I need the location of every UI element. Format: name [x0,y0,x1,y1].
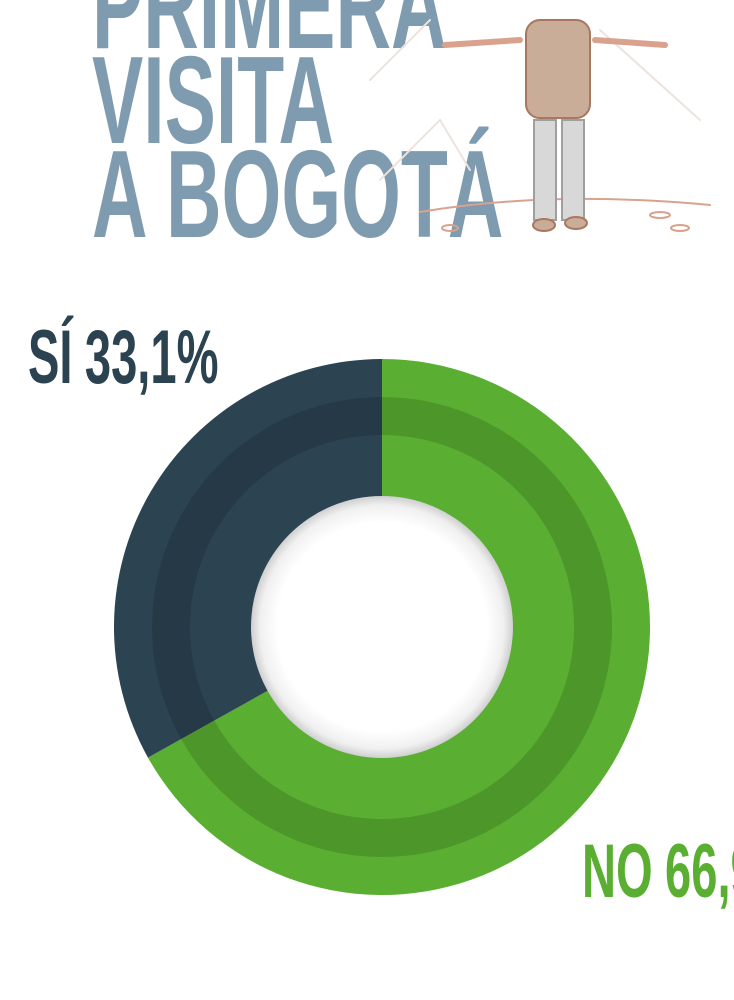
page: {"chart_data": {"type": "donut", "title"… [0,0,734,1000]
donut-hole [251,496,513,758]
slice-value: 33,1% [85,316,219,400]
slice-category: SÍ [28,316,74,400]
title-line: A BOGOTÁ [92,125,503,263]
slice-category: NO [582,830,653,914]
slice-value: 66,9% [665,830,734,914]
chart: PRIMERAVISITAA BOGOTÁ NO66,9% SÍ33,1% [0,0,734,1000]
